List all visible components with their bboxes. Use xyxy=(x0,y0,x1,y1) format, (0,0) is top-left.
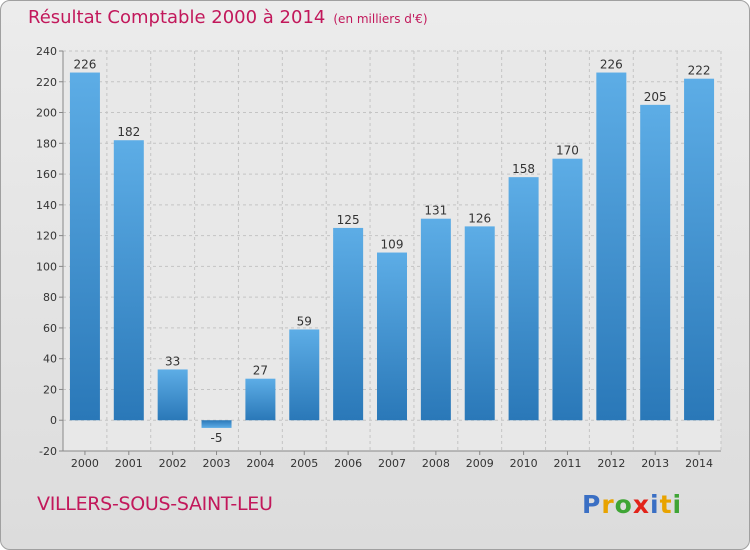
data-label-2003: -5 xyxy=(211,431,223,445)
x-tick-label: 2011 xyxy=(553,457,581,470)
bar-2012 xyxy=(596,72,627,421)
bar-2009 xyxy=(464,226,495,421)
x-tick-label: 2007 xyxy=(378,457,406,470)
y-tick-label: 120 xyxy=(36,230,57,243)
bar-2003 xyxy=(201,420,232,428)
x-tick-label: 2009 xyxy=(466,457,494,470)
town-name: VILLERS-SOUS-SAINT-LEU xyxy=(37,493,273,515)
x-tick-label: 2004 xyxy=(246,457,274,470)
axis-layer: -20 0 20 40 60 80 100 120 140 160 180 200 220 240 2000… xyxy=(36,45,721,470)
bar-layer xyxy=(69,72,715,428)
data-label-2010: 158 xyxy=(512,162,535,176)
bar-2004 xyxy=(245,378,276,421)
chart-title: Résultat Comptable 2000 à 2014 (en millie… xyxy=(28,7,428,28)
data-label-2002: 33 xyxy=(165,354,180,368)
y-tick-label: 20 xyxy=(43,383,57,396)
y-tick-label: 240 xyxy=(36,45,57,58)
y-tick-label: 0 xyxy=(50,414,57,427)
data-label-2000: 226 xyxy=(73,58,96,72)
x-tick-label: 2002 xyxy=(159,457,187,470)
y-tick-label: 140 xyxy=(36,199,57,212)
chart-subtitle: (en milliers d'€) xyxy=(333,12,428,26)
y-tick-label: -20 xyxy=(39,445,57,458)
y-tick-label: 220 xyxy=(36,76,57,89)
bar-2008 xyxy=(420,218,451,421)
data-label-2001: 182 xyxy=(117,125,140,139)
data-label-2007: 109 xyxy=(381,238,404,252)
y-tick-label: 180 xyxy=(36,137,57,150)
bar-2002 xyxy=(157,369,188,421)
chart-title-text: Résultat Comptable 2000 à 2014 xyxy=(28,7,326,28)
x-tick-label: 2012 xyxy=(597,457,625,470)
x-tick-label: 2005 xyxy=(290,457,318,470)
data-label-2012: 226 xyxy=(600,58,623,72)
label-layer: 226 182 33 -5 27 59 125 109 131 126 158 170 226 205 22… xyxy=(73,58,710,445)
x-tick-label: 2003 xyxy=(203,457,231,470)
data-label-2013: 205 xyxy=(644,90,667,104)
bar-2010 xyxy=(508,177,539,421)
data-label-2006: 125 xyxy=(337,213,360,227)
x-tick-label: 2001 xyxy=(115,457,143,470)
bar-chart: -20 0 20 40 60 80 100 120 140 160 180 200 220 240 2000… xyxy=(36,45,722,470)
data-label-2005: 59 xyxy=(297,314,312,328)
bar-2001 xyxy=(113,140,144,421)
x-tick-label: 2014 xyxy=(685,457,713,470)
bar-2005 xyxy=(289,329,320,421)
y-tick-label: 200 xyxy=(36,107,57,120)
data-label-2014: 222 xyxy=(688,64,711,78)
data-label-2008: 131 xyxy=(424,204,447,218)
y-tick-label: 100 xyxy=(36,260,57,273)
y-tick-label: 60 xyxy=(43,322,57,335)
x-tick-label: 2000 xyxy=(71,457,99,470)
bar-2011 xyxy=(552,158,583,421)
x-tick-label: 2006 xyxy=(334,457,362,470)
proxiti-logo[interactable]: Proxiti xyxy=(582,490,683,519)
data-label-2009: 126 xyxy=(468,211,491,225)
x-tick-label: 2008 xyxy=(422,457,450,470)
bar-2014 xyxy=(684,78,715,421)
data-label-2004: 27 xyxy=(253,364,268,378)
bar-2006 xyxy=(333,227,364,421)
y-tick-label: 80 xyxy=(43,291,57,304)
x-tick-label: 2010 xyxy=(510,457,538,470)
bar-2007 xyxy=(377,252,407,421)
bar-2000 xyxy=(69,72,100,421)
bar-2013 xyxy=(640,104,671,421)
y-tick-label: 160 xyxy=(36,168,57,181)
x-tick-label: 2013 xyxy=(641,457,669,470)
data-label-2011: 170 xyxy=(556,144,579,158)
y-tick-label: 40 xyxy=(43,353,57,366)
